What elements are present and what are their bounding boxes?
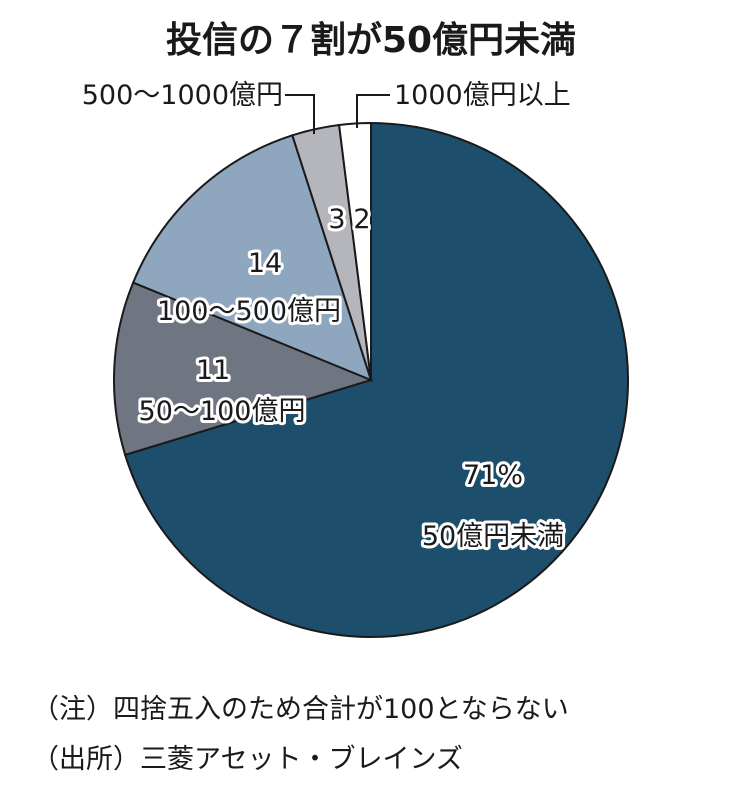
slice-category-500-1000: 500～1000億円: [82, 80, 283, 111]
slice-category-50-100: 50～100億円: [139, 396, 306, 427]
chart-title: 投信の７割が50億円未満: [166, 20, 576, 61]
slice-value-500-1000: 3: [328, 204, 345, 235]
slice-value-under-50: 71%: [463, 460, 523, 491]
slice-1000-plus: [337, 121, 372, 381]
slice-under-50: [123, 121, 629, 638]
leader-line-1000-plus: [356, 94, 390, 128]
pie-slices: [113, 121, 629, 638]
footnote-note: （注）四捨五入のため合計が100とならない: [32, 694, 569, 725]
leader-line-500-1000: [285, 94, 315, 134]
slice-category-1000-plus: 1000億円以上: [394, 80, 571, 111]
slice-value-50-100: 11: [196, 355, 230, 386]
slice-50-100: [113, 281, 374, 457]
slice-category-100-500: 100～500億円: [157, 296, 341, 327]
slice-value-100-500: 14: [248, 248, 282, 279]
footnote-source: （出所）三菱アセット・ブレインズ: [32, 744, 463, 775]
slice-category-under-50: 50億円未満: [422, 521, 564, 552]
slice-value-1000-plus: 2: [353, 204, 370, 235]
